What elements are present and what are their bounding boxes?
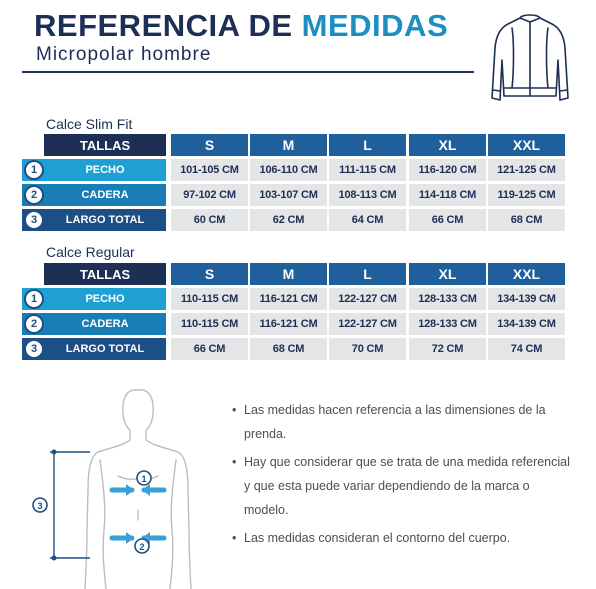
title-part-1: REFERENCIA DE	[34, 8, 293, 43]
row-label-1: CADERA	[44, 184, 166, 206]
size-header-xxl: XXL	[488, 134, 565, 156]
title-part-2: MEDIDAS	[301, 8, 449, 43]
table-cell: 122-127 CM	[329, 313, 406, 335]
table-regular-label: Calce Regular	[46, 244, 135, 260]
size-header-m: M	[250, 134, 327, 156]
marker-chest: 1	[136, 470, 152, 486]
header-tallas: TALLAS	[44, 263, 166, 285]
table-cell: 119-125 CM	[488, 184, 565, 206]
size-header-l: L	[329, 263, 406, 285]
size-header-l: L	[329, 134, 406, 156]
svg-text:2: 2	[139, 542, 144, 552]
table-cell: 134-139 CM	[488, 288, 565, 310]
table-cell: 106-110 CM	[250, 159, 327, 181]
jacket-icon	[491, 14, 569, 101]
row-number-badge: 3	[24, 210, 44, 230]
table-cell: 60 CM	[171, 209, 248, 231]
row-number-badge: 3	[24, 339, 44, 359]
table-cell: 116-120 CM	[409, 159, 486, 181]
table-cell: 122-127 CM	[329, 288, 406, 310]
row-number-badge: 1	[24, 160, 44, 180]
size-header-m: M	[250, 263, 327, 285]
table-cell: 97-102 CM	[171, 184, 248, 206]
row-label-2: LARGO TOTAL	[44, 209, 166, 231]
row-label-0: PECHO	[44, 288, 166, 310]
table-cell: 128-133 CM	[409, 288, 486, 310]
table-cell: 128-133 CM	[409, 313, 486, 335]
size-header-xl: XL	[409, 263, 486, 285]
table-cell: 110-115 CM	[171, 288, 248, 310]
note-item: Las medidas hacen referencia a las dimen…	[230, 398, 570, 446]
header-tallas: TALLAS	[44, 134, 166, 156]
table-cell: 116-121 CM	[250, 313, 327, 335]
size-header-s: S	[171, 134, 248, 156]
table-cell: 68 CM	[250, 338, 327, 360]
table-cell: 72 CM	[409, 338, 486, 360]
title-divider	[22, 71, 474, 73]
table-cell: 68 CM	[488, 209, 565, 231]
svg-text:1: 1	[141, 474, 146, 484]
page-title: REFERENCIA DE MEDIDAS	[34, 8, 448, 44]
table-cell: 108-113 CM	[329, 184, 406, 206]
size-header-xxl: XXL	[488, 263, 565, 285]
note-item: Las medidas consideran el contorno del c…	[230, 526, 570, 550]
notes-list: Las medidas hacen referencia a las dimen…	[230, 398, 570, 554]
table-cell: 66 CM	[171, 338, 248, 360]
table-cell: 121-125 CM	[488, 159, 565, 181]
row-number-badge: 1	[24, 289, 44, 309]
marker-hip: 2	[134, 538, 150, 554]
table-cell: 70 CM	[329, 338, 406, 360]
row-number-badge: 2	[24, 185, 44, 205]
table-cell: 62 CM	[250, 209, 327, 231]
table-cell: 114-118 CM	[409, 184, 486, 206]
body-measurement-figure: 1 2 3	[32, 389, 192, 589]
table-cell: 74 CM	[488, 338, 565, 360]
size-header-s: S	[171, 263, 248, 285]
row-number-badge: 2	[24, 314, 44, 334]
svg-text:3: 3	[37, 501, 42, 511]
table-cell: 64 CM	[329, 209, 406, 231]
table-cell: 134-139 CM	[488, 313, 565, 335]
page-subtitle: Micropolar hombre	[36, 44, 212, 65]
table-cell: 101-105 CM	[171, 159, 248, 181]
row-label-0: PECHO	[44, 159, 166, 181]
table-cell: 116-121 CM	[250, 288, 327, 310]
table-cell: 103-107 CM	[250, 184, 327, 206]
size-header-xl: XL	[409, 134, 486, 156]
row-label-1: CADERA	[44, 313, 166, 335]
table-cell: 66 CM	[409, 209, 486, 231]
table-slim-label: Calce Slim Fit	[46, 116, 133, 132]
note-item: Hay que considerar que se trata de una m…	[230, 450, 570, 522]
table-cell: 110-115 CM	[171, 313, 248, 335]
table-cell: 111-115 CM	[329, 159, 406, 181]
row-label-2: LARGO TOTAL	[44, 338, 166, 360]
marker-length: 3	[32, 497, 48, 513]
